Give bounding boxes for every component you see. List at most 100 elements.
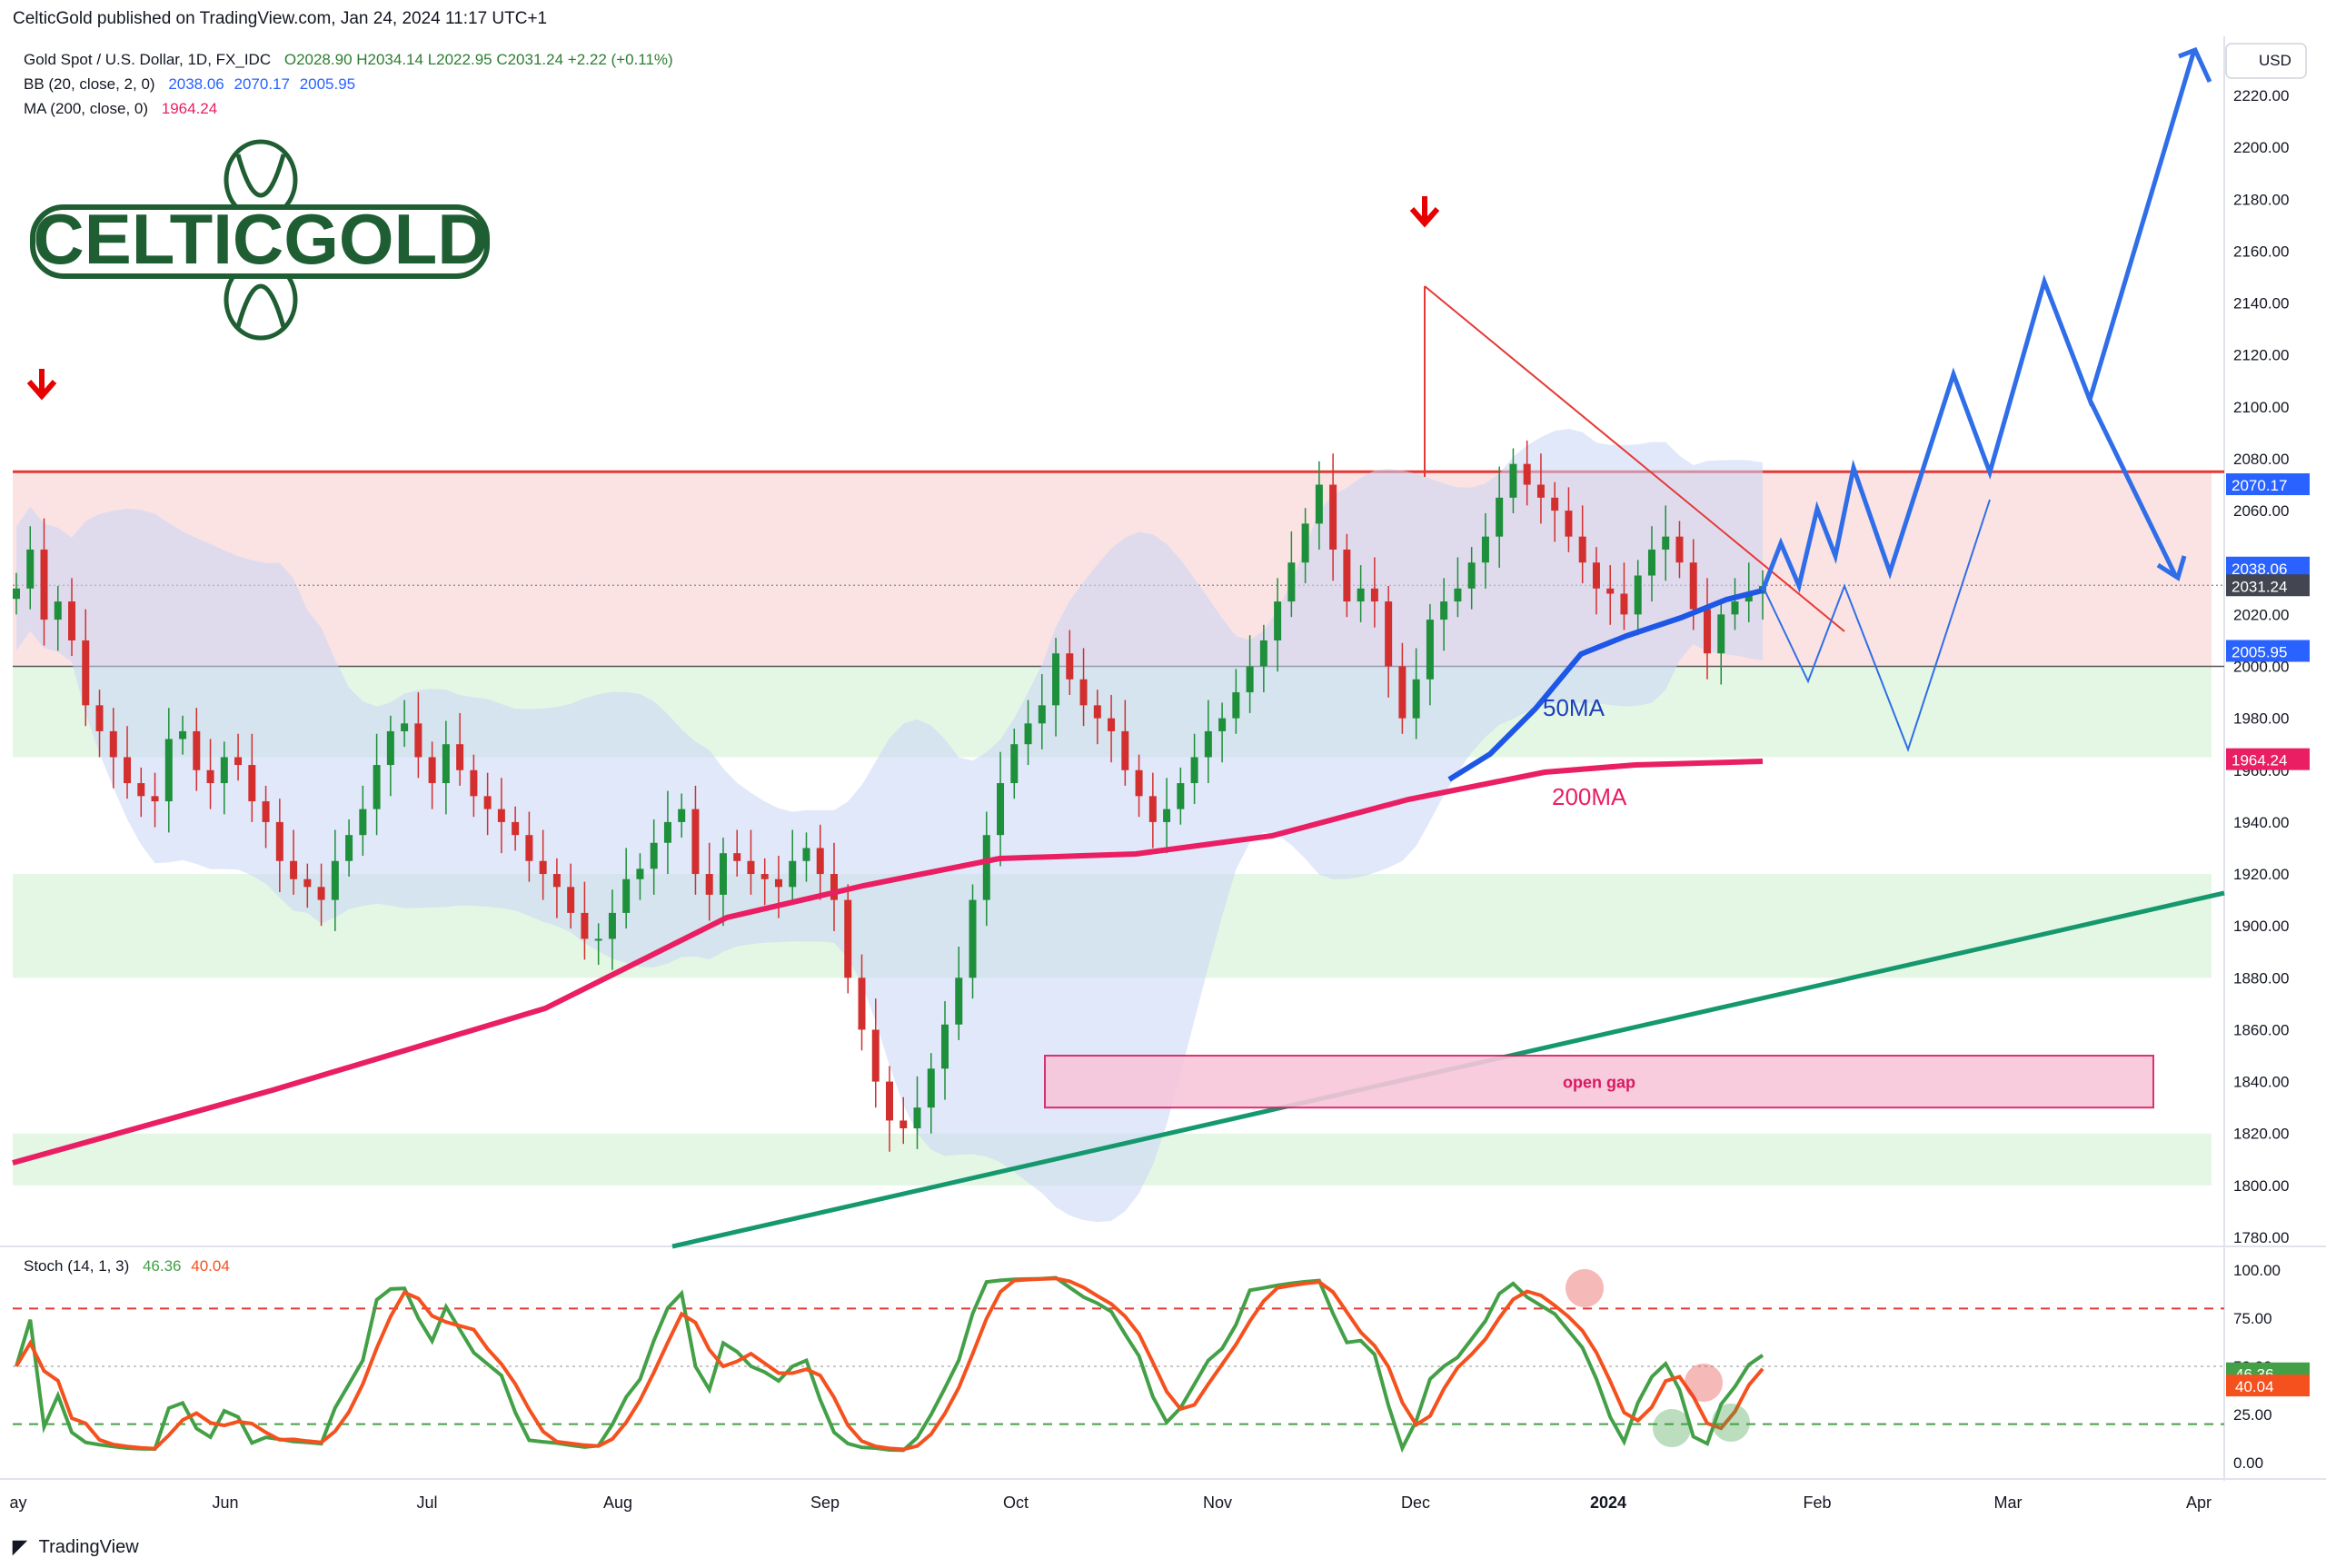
bollinger-band-area (16, 429, 1763, 1223)
candle-body (1565, 511, 1573, 537)
candle-body (234, 757, 243, 766)
candle-body (470, 769, 478, 797)
price-tick-label: 2120.00 (2233, 347, 2289, 364)
candle-body (1606, 588, 1615, 594)
candle-body (428, 757, 436, 784)
ma-label[interactable]: MA (200, close, 0) (24, 100, 149, 117)
candle-body (303, 878, 312, 888)
price-tick-label: 2200.00 (2233, 139, 2289, 156)
candle-body (1496, 497, 1504, 537)
candle-body (1523, 463, 1531, 485)
stoch-label[interactable]: Stoch (14, 1, 3) (24, 1257, 130, 1275)
celticgold-logo: CELTICGOLD (29, 136, 492, 345)
candle-body (830, 874, 838, 900)
candle-body (774, 878, 782, 888)
time-tick-label: 2024 (1590, 1494, 1626, 1512)
open-gap-label: open gap (1563, 1074, 1635, 1092)
candle-body (871, 1029, 880, 1082)
price-tick-label: 2180.00 (2233, 191, 2289, 208)
stoch-legend: Stoch (14, 1, 3) 46.36 40.04 (24, 1257, 230, 1275)
bb-label[interactable]: BB (20, close, 2, 0) (24, 75, 155, 93)
candle-body (1218, 718, 1227, 731)
ma-value: 1964.24 (161, 100, 218, 117)
candle-body (1024, 723, 1032, 745)
candle-body (1357, 588, 1365, 602)
price-tick-label: 1980.00 (2233, 710, 2289, 728)
candle-body (1246, 666, 1254, 693)
candle-body (1148, 796, 1157, 822)
candle-body (719, 853, 727, 895)
price-tick-label: 1920.00 (2233, 866, 2289, 883)
price-label-text: 2070.17 (2232, 477, 2287, 494)
stoch-value-text: 40.04 (2235, 1378, 2274, 1395)
candle-body (1066, 653, 1074, 680)
candle-body (1744, 593, 1753, 602)
forecast-arrowhead-1 (2156, 555, 2187, 581)
candle-body (1177, 783, 1185, 809)
candle-body (262, 801, 270, 822)
candle-body (1329, 484, 1337, 550)
stoch-overbought-circle (1566, 1269, 1604, 1307)
tradingview-footer[interactable]: ◤ TradingView (13, 1535, 139, 1558)
price-tick-label: 2100.00 (2233, 399, 2289, 416)
symbol-legend: Gold Spot / U.S. Dollar, 1D, FX_IDC O202… (24, 47, 673, 121)
candle-body (373, 765, 381, 809)
time-tick-label: Mar (1994, 1494, 2023, 1512)
candle-body (512, 821, 520, 836)
candle-body (802, 848, 810, 861)
time-tick-label: Jul (416, 1494, 437, 1512)
candle-body (789, 860, 797, 888)
candle-body (1385, 601, 1393, 667)
candle-body (816, 848, 824, 875)
candle-body (1426, 620, 1434, 680)
candle-body (206, 769, 214, 784)
stoch-value-badge (2226, 1374, 2310, 1397)
candle-body (927, 1068, 935, 1108)
candle-body (1343, 549, 1351, 602)
candle-body (1259, 640, 1267, 667)
symbol-title[interactable]: Gold Spot / U.S. Dollar, 1D, FX_IDC (24, 51, 272, 68)
candle-body (1370, 588, 1378, 602)
sell-arrow-2-head (1409, 207, 1440, 228)
candle-body (1010, 744, 1019, 784)
bb-value-lower: 2005.95 (299, 75, 356, 93)
candle-body (1190, 757, 1198, 784)
candle-body (1038, 705, 1046, 724)
forecast-arrowhead-2 (2178, 46, 2212, 84)
candle-body (1662, 536, 1670, 550)
candle-body (1592, 562, 1600, 589)
candle-body (26, 549, 35, 589)
stoch-oversold-circle-2 (1712, 1404, 1750, 1442)
candle-body (220, 757, 228, 784)
candle-body (1135, 769, 1143, 797)
candle-body (1551, 497, 1559, 511)
candle-body (1301, 523, 1309, 563)
candle-body (179, 730, 187, 739)
candle-body (886, 1081, 893, 1121)
candle-body (483, 796, 492, 809)
price-tick-label: 1780.00 (2233, 1229, 2289, 1246)
candle-body (109, 730, 117, 758)
price-tick-label: 2160.00 (2233, 243, 2289, 260)
candle-body (955, 978, 963, 1025)
candle-body (663, 821, 671, 843)
candle-body (13, 588, 20, 600)
label-50ma: 50MA (1543, 694, 1605, 721)
candle-body (760, 874, 769, 879)
stoch-signal-circle (1685, 1364, 1723, 1402)
candle-body (1703, 609, 1711, 654)
candle-body (733, 853, 741, 861)
price-tick-label: 2060.00 (2233, 502, 2289, 520)
candle-body (844, 899, 852, 978)
candle-body (386, 730, 394, 766)
candle-body (1232, 692, 1240, 719)
price-tick-label: 2080.00 (2233, 451, 2289, 468)
price-tick-label: 1900.00 (2233, 918, 2289, 935)
candle-body (1412, 679, 1420, 719)
price-label-text: 2005.95 (2232, 644, 2287, 661)
publisher-text: CelticGold published on TradingView.com,… (13, 9, 548, 28)
downtrend-line (1424, 285, 1845, 632)
candle-body (552, 874, 561, 888)
